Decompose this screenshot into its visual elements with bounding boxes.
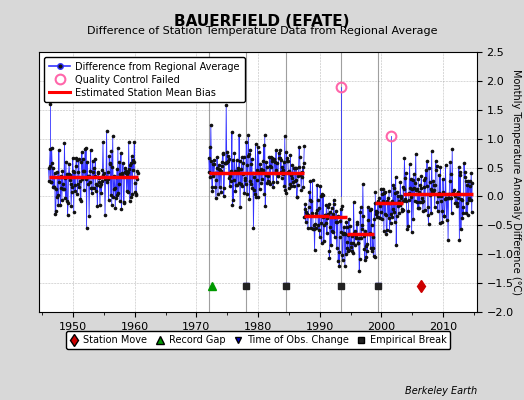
Legend: Difference from Regional Average, Quality Control Failed, Estimated Station Mean: Difference from Regional Average, Qualit…	[44, 57, 245, 102]
Text: Berkeley Earth: Berkeley Earth	[405, 386, 477, 396]
Legend: Station Move, Record Gap, Time of Obs. Change, Empirical Break: Station Move, Record Gap, Time of Obs. C…	[66, 331, 451, 349]
Text: Difference of Station Temperature Data from Regional Average: Difference of Station Temperature Data f…	[87, 26, 437, 36]
Text: Monthly Temperature Anomaly Difference (°C): Monthly Temperature Anomaly Difference (…	[511, 69, 521, 295]
Text: BAUERFIELD (EFATE): BAUERFIELD (EFATE)	[174, 14, 350, 29]
